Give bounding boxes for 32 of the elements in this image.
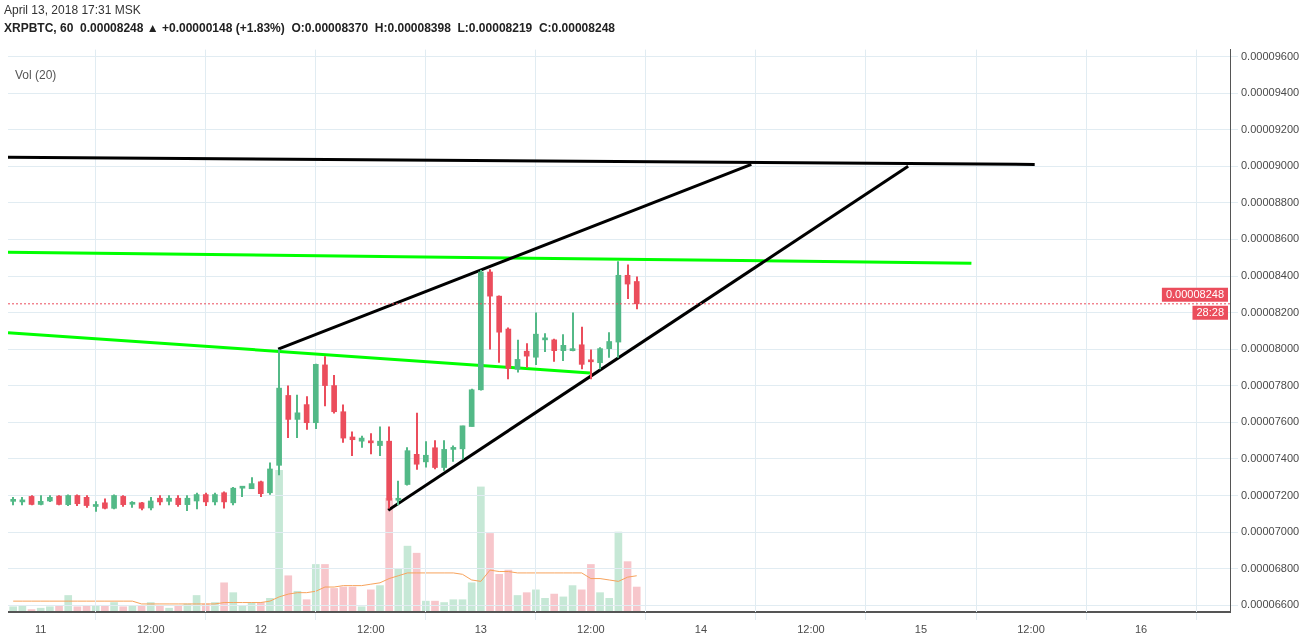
x-tick-label: 12 <box>254 622 267 635</box>
annotation: 28:28 <box>1196 305 1224 318</box>
chart-title: XRPBTC, 60 0.00008248 ▲ +0.00000148 (+1.83%) O:0.00008370 H:0.00008398 L:0.00008219 C:0.00008248 <box>4 21 615 35</box>
x-tick-label: 11 <box>34 622 47 635</box>
y-tick-label: 0.00007400 <box>1241 451 1300 464</box>
y-tick-label: 0.00008800 <box>1241 195 1300 208</box>
y-tick-label: 0.00007800 <box>1241 378 1300 391</box>
y-tick-label: 0.00009600 <box>1241 49 1300 62</box>
y-tick-label: 0.00009400 <box>1241 86 1300 99</box>
y-tick-label: 0.00009000 <box>1241 159 1300 172</box>
x-tick-label: 12:00 <box>577 622 605 635</box>
y-tick-label: 0.00008200 <box>1241 305 1300 318</box>
x-tick-label: 12:00 <box>357 622 385 635</box>
y-tick-label: 0.00007600 <box>1241 415 1300 428</box>
chart-title: Vol (20) <box>15 68 57 82</box>
y-tick-label: 0.00006600 <box>1241 598 1300 611</box>
y-tick-label: 0.00008600 <box>1241 232 1300 245</box>
x-tick-label: 12:00 <box>136 622 165 635</box>
x-tick-label: 16 <box>1134 622 1148 635</box>
x-tick-label: 13 <box>474 622 487 635</box>
x-tick-label: 14 <box>694 622 708 635</box>
y-tick-label: 0.00006800 <box>1241 561 1300 574</box>
y-tick-label: 0.00009200 <box>1241 122 1300 135</box>
chart-subtitle: April 13, 2018 17:31 MSK <box>4 3 141 17</box>
y-tick-label: 0.00007200 <box>1241 488 1300 501</box>
x-tick-label: 15 <box>914 622 928 635</box>
y-tick-label: 0.00008000 <box>1241 342 1300 355</box>
x-tick-label: 12:00 <box>1017 622 1045 635</box>
y-tick-label: 0.00008400 <box>1241 269 1300 282</box>
ref-line-label: 0.00008248 <box>1165 287 1225 300</box>
x-tick-label: 12:00 <box>797 622 825 635</box>
y-tick-label: 0.00007000 <box>1241 525 1300 538</box>
